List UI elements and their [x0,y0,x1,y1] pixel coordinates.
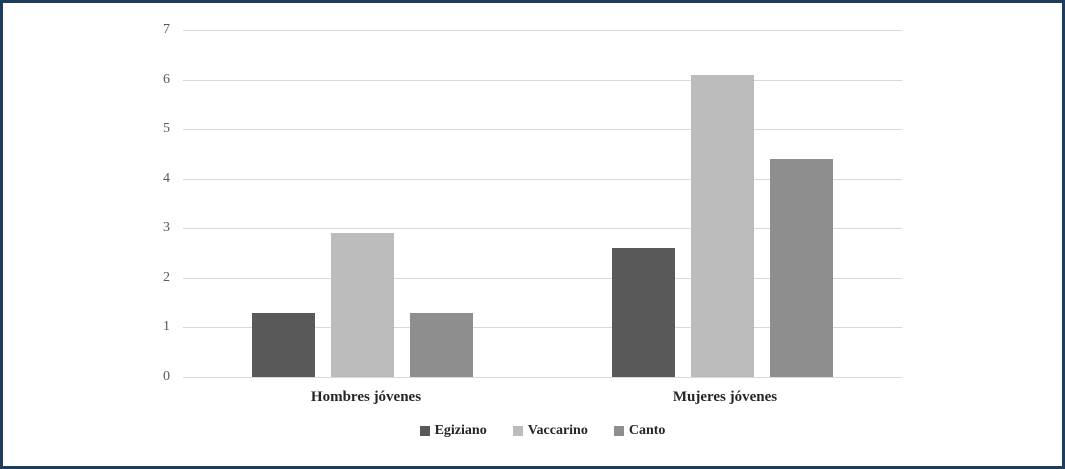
y-tick-label-1: 1 [163,319,170,335]
bar-canto-mujeres [769,158,833,377]
gridline-y-3 [183,228,902,230]
legend-item-egiziano: Egiziano [419,423,487,438]
y-tick-label-5: 5 [163,121,170,137]
legend-label-egiziano: Egiziano [434,423,487,438]
legend-label-canto: Canto [628,423,666,438]
legend-marker-canto-icon [613,426,624,436]
y-tick-label-6: 6 [163,71,170,87]
gridline-y-6 [183,79,902,81]
y-tick-label-4: 4 [163,170,170,186]
legend-marker-egiziano-icon [419,426,430,436]
legend-label-vaccarino: Vaccarino [527,423,588,438]
legend-item-vaccarino: Vaccarino [512,423,588,438]
y-tick-label-0: 0 [163,369,170,384]
bar-vaccarino-mujeres [690,74,754,377]
x-axis-label-hombres-jovenes: Hombres jóvenes [310,389,422,405]
bar-egiziano-hombres [252,312,316,377]
gridline-y-5 [183,129,902,131]
bar-canto-hombres [410,312,474,377]
legend-item-canto: Canto [613,423,666,438]
gridline-y-4 [183,178,902,180]
gridline-y-1 [183,327,902,329]
y-tick-label-7: 7 [163,22,170,37]
bar-egiziano-mujeres [611,248,675,377]
legend-marker-vaccarino-icon [512,426,523,436]
gridline-y-2 [183,277,902,279]
legend: Egiziano Vaccarino Canto [183,424,902,438]
gridline-y-0 [183,377,902,378]
bar-vaccarino-hombres [331,233,395,377]
y-tick-label-3: 3 [163,220,170,236]
y-tick-label-2: 2 [163,269,170,285]
gridline-y-7 [183,30,902,31]
x-axis-label-mujeres-jovenes: Mujeres jóvenes [672,389,778,405]
